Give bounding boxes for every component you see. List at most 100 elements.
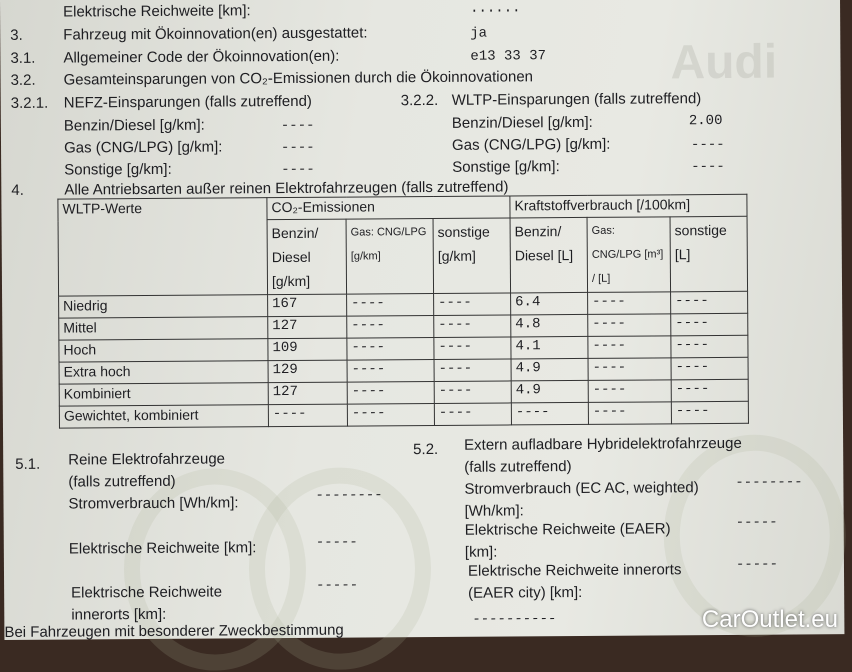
wltp-table: WLTP-Werte CO₂-Emissionen Kraftstoffverb… xyxy=(57,194,749,429)
table-cell: ---- xyxy=(671,357,748,380)
cut-off-text: Bei Fahrzeugen mit besonderer Zweckbesti… xyxy=(4,622,343,641)
table-cell: 129 xyxy=(268,360,347,383)
table-cell: ---- xyxy=(434,381,511,404)
table-cell: ---- xyxy=(671,401,748,424)
table-cell: ---- xyxy=(434,293,511,316)
s51-consumption-value: -------- xyxy=(315,487,382,503)
table-cell: 167 xyxy=(268,294,347,317)
col-header: Benzin/ Diesel [g/km] xyxy=(267,219,347,295)
s322-num: 3.2.2. xyxy=(401,92,439,109)
row-label: Niedrig xyxy=(59,295,268,318)
s3-num: 3. xyxy=(10,27,23,44)
table-cell: 4.1 xyxy=(511,336,588,359)
s52-range-value: ----- xyxy=(736,515,778,531)
nefz-gas-value: ---- xyxy=(281,140,315,156)
table-cell: ---- xyxy=(671,313,748,336)
wltp-sonstige-label: Sonstige [g/km]: xyxy=(452,158,560,176)
s32-num: 3.2. xyxy=(11,72,36,89)
s52-num: 5.2. xyxy=(413,441,438,458)
col-header: Gas: CNG/LPG [m³] / [L] xyxy=(587,217,671,293)
table-cell: ---- xyxy=(588,292,671,315)
table-cell: ---- xyxy=(347,403,434,426)
s321-num: 3.2.1. xyxy=(11,95,49,112)
table-cell: 6.4 xyxy=(511,292,588,315)
co2-group-header: CO₂-Emissionen xyxy=(267,196,510,220)
s52-subtitle: (falls zutreffend) xyxy=(464,458,571,476)
table-cell: 4.9 xyxy=(511,358,588,381)
s4-num: 4. xyxy=(11,182,24,199)
s51-subtitle: (falls zutreffend) xyxy=(68,473,175,491)
wltp-benzin-label: Benzin/Diesel [g/km]: xyxy=(452,114,593,132)
s52-consumption-unit: [Wh/km]: xyxy=(465,502,524,519)
s322-label: WLTP-Einsparungen (falls zutreffend) xyxy=(452,90,702,109)
s51-title: Reine Elektrofahrzeuge xyxy=(68,450,225,468)
table-cell: 4.8 xyxy=(511,314,588,337)
s52-consumption-label: Stromverbrauch (EC AC, weighted) xyxy=(464,479,698,498)
row-label: Kombiniert xyxy=(59,383,268,406)
nefz-benzin-label: Benzin/Diesel [g/km]: xyxy=(64,117,205,135)
table-cell: ---- xyxy=(588,380,671,403)
wltp-benzin-value: 2.00 xyxy=(689,113,723,129)
table-cell: ---- xyxy=(434,315,511,338)
table-cell: 4.9 xyxy=(511,380,588,403)
document-page: Audi Elektrische Reichweite [km]: ......… xyxy=(0,0,844,640)
table-cell: ---- xyxy=(588,336,671,359)
cut-off-value: ---------- xyxy=(472,611,556,628)
col-header: Gas: CNG/LPG [g/km] xyxy=(346,218,434,294)
table-cell: ---- xyxy=(347,315,434,338)
s31-num: 3.1. xyxy=(10,50,35,67)
nefz-sonstige-value: ---- xyxy=(281,162,315,178)
table-row: Gewichtet, kombiniert-------------------… xyxy=(59,401,748,428)
s32-label: Gesamteinsparungen von CO₂-Emissionen du… xyxy=(64,68,534,88)
s321-label: NEFZ-Einsparungen (falls zutreffend) xyxy=(64,93,312,112)
s52-consumption-value: -------- xyxy=(735,474,802,490)
table-cell: ---- xyxy=(347,359,434,382)
s51-city-value: ----- xyxy=(316,578,358,594)
s51-city-label: Elektrische Reichweite xyxy=(71,583,222,601)
row-label: Hoch xyxy=(59,339,268,362)
col-header: sonstige [L] xyxy=(670,216,748,292)
col-header: sonstige [g/km] xyxy=(433,218,511,294)
range-label: Elektrische Reichweite [km]: xyxy=(63,2,251,20)
row-label: Mittel xyxy=(59,317,268,340)
row-label: Gewichtet, kombiniert xyxy=(59,405,268,428)
s52-title: Extern aufladbare Hybridelektrofahrzeuge xyxy=(464,435,742,454)
s31-value: e13 33 37 xyxy=(470,48,546,65)
s3-label: Fahrzeug mit Ökoinnovation(en) ausgestat… xyxy=(63,24,367,43)
table-cell: ---- xyxy=(434,337,511,360)
table-cell: ---- xyxy=(347,381,434,404)
wltp-gas-label: Gas (CNG/LPG) [g/km]: xyxy=(452,136,610,154)
table-cell: 127 xyxy=(268,316,347,339)
s51-range-value: ----- xyxy=(316,535,358,551)
s51-range-label: Elektrische Reichweite [km]: xyxy=(69,539,257,557)
nefz-benzin-value: ---- xyxy=(281,118,315,134)
table-cell: ---- xyxy=(511,402,588,425)
wltp-sonstige-value: ---- xyxy=(691,159,725,175)
s52-city-label-2: (EAER city) [km]: xyxy=(468,584,582,602)
s51-city-label-2: innerorts [km]: xyxy=(71,606,166,624)
s52-city-label: Elektrische Reichweite innerorts xyxy=(468,561,682,579)
s52-range-unit: [km]: xyxy=(465,544,498,561)
s51-num: 5.1. xyxy=(15,456,40,473)
table-cell: ---- xyxy=(268,404,347,427)
s31-label: Allgemeiner Code der Ökoinnovation(en): xyxy=(63,48,339,67)
s51-consumption-label: Stromverbrauch [Wh/km]: xyxy=(68,494,238,512)
table-cell: ---- xyxy=(588,402,671,425)
table-cell: ---- xyxy=(434,403,511,426)
fuel-group-header: Kraftstoffverbrauch [/100km] xyxy=(510,194,747,218)
table-cell: ---- xyxy=(434,359,511,382)
table-cell: ---- xyxy=(588,358,671,381)
table-cell: ---- xyxy=(347,337,434,360)
table-cell: ---- xyxy=(588,314,671,337)
caroutlet-logo: CarOutlet.eu xyxy=(702,606,838,634)
table-cell: ---- xyxy=(671,291,748,314)
table-cell: ---- xyxy=(671,379,748,402)
corner-header: WLTP-Werte xyxy=(58,198,268,296)
range-value: ...... xyxy=(470,0,521,16)
audi-watermark: Audi xyxy=(670,35,777,91)
col-header: Benzin/ Diesel [L] xyxy=(510,217,588,293)
nefz-gas-label: Gas (CNG/LPG) [g/km]: xyxy=(64,138,222,156)
row-label: Extra hoch xyxy=(59,361,268,384)
nefz-sonstige-label: Sonstige [g/km]: xyxy=(64,161,172,179)
table-cell: ---- xyxy=(347,293,434,316)
